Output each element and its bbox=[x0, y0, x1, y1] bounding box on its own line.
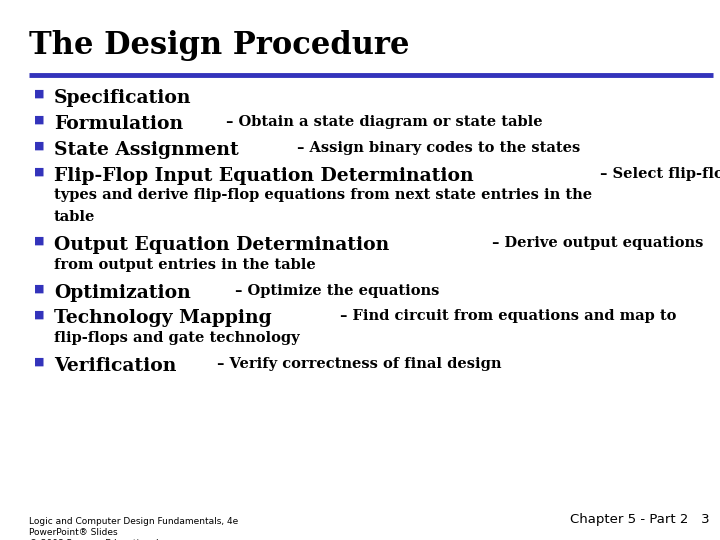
Text: table: table bbox=[54, 210, 95, 224]
Text: PowerPoint® Slides: PowerPoint® Slides bbox=[29, 528, 117, 537]
Text: from output entries in the table: from output entries in the table bbox=[54, 258, 316, 272]
Text: ■: ■ bbox=[35, 284, 45, 294]
Text: Technology Mapping: Technology Mapping bbox=[54, 309, 271, 327]
Text: – Select flip-flop: – Select flip-flop bbox=[595, 167, 720, 181]
Text: Specification: Specification bbox=[54, 89, 192, 107]
Text: © 2008 Pearson Education, Inc.: © 2008 Pearson Education, Inc. bbox=[29, 539, 172, 540]
Text: – Verify correctness of final design: – Verify correctness of final design bbox=[212, 357, 501, 371]
Text: Output Equation Determination: Output Equation Determination bbox=[54, 236, 390, 254]
Text: Flip-Flop Input Equation Determination: Flip-Flop Input Equation Determination bbox=[54, 167, 474, 185]
Text: ■: ■ bbox=[35, 115, 45, 125]
Text: – Derive output equations: – Derive output equations bbox=[487, 236, 703, 250]
Text: Formulation: Formulation bbox=[54, 115, 183, 133]
Text: Chapter 5 - Part 2   3: Chapter 5 - Part 2 3 bbox=[570, 514, 709, 526]
Text: ■: ■ bbox=[35, 89, 45, 99]
Text: – Obtain a state diagram or state table: – Obtain a state diagram or state table bbox=[220, 115, 542, 129]
Text: – Assign binary codes to the states: – Assign binary codes to the states bbox=[292, 141, 580, 155]
Text: ■: ■ bbox=[35, 236, 45, 246]
Text: Logic and Computer Design Fundamentals, 4e: Logic and Computer Design Fundamentals, … bbox=[29, 517, 238, 526]
Text: ■: ■ bbox=[35, 141, 45, 151]
Text: The Design Procedure: The Design Procedure bbox=[29, 30, 409, 60]
Text: – Find circuit from equations and map to: – Find circuit from equations and map to bbox=[335, 309, 676, 323]
Text: types and derive flip-flop equations from next state entries in the: types and derive flip-flop equations fro… bbox=[54, 188, 592, 202]
Text: flip-flops and gate technology: flip-flops and gate technology bbox=[54, 331, 300, 345]
Text: Optimization: Optimization bbox=[54, 284, 191, 301]
Text: – Optimize the equations: – Optimize the equations bbox=[230, 284, 440, 298]
Text: ■: ■ bbox=[35, 357, 45, 367]
Text: ■: ■ bbox=[35, 309, 45, 320]
Text: ■: ■ bbox=[35, 167, 45, 177]
Text: Verification: Verification bbox=[54, 357, 176, 375]
Text: State Assignment: State Assignment bbox=[54, 141, 239, 159]
